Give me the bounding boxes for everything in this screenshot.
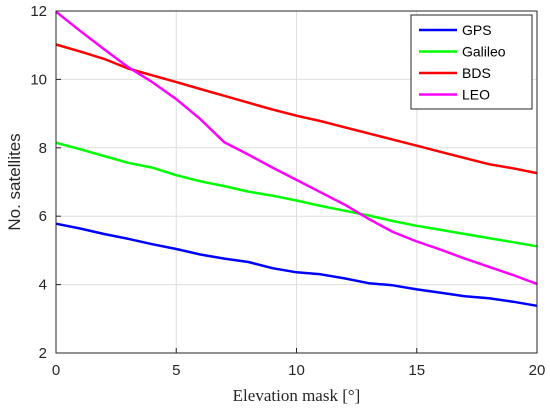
x-axis-title: Elevation mask [°] [233,386,361,405]
legend-label: BDS [462,65,491,81]
series-lines [55,10,538,308]
x-tick-label: 20 [529,362,546,379]
legend: GPS Galileo BDS LEO [410,14,533,110]
legend-label: GPS [462,22,492,38]
x-tick-label: 15 [408,362,425,379]
x-tick-label: 0 [52,362,60,379]
y-axis-title: No. satellites [5,133,24,230]
y-tick-label: 2 [39,345,47,362]
series-line-gps [55,222,538,308]
series-line-leo [55,10,538,286]
y-tick-label: 8 [39,140,47,157]
y-tick-label: 6 [39,208,47,225]
series-line-galileo [55,141,538,248]
x-tick-label: 5 [172,362,180,379]
x-tick-label: 10 [288,362,305,379]
y-tick-label: 12 [30,3,47,20]
legend-label: LEO [462,87,490,103]
y-tick-label: 10 [30,71,47,88]
y-tick-label: 4 [39,277,47,294]
axis-ticks: 0 5 10 15 20 2 4 6 8 10 12 [30,3,545,379]
legend-label: Galileo [462,44,506,60]
